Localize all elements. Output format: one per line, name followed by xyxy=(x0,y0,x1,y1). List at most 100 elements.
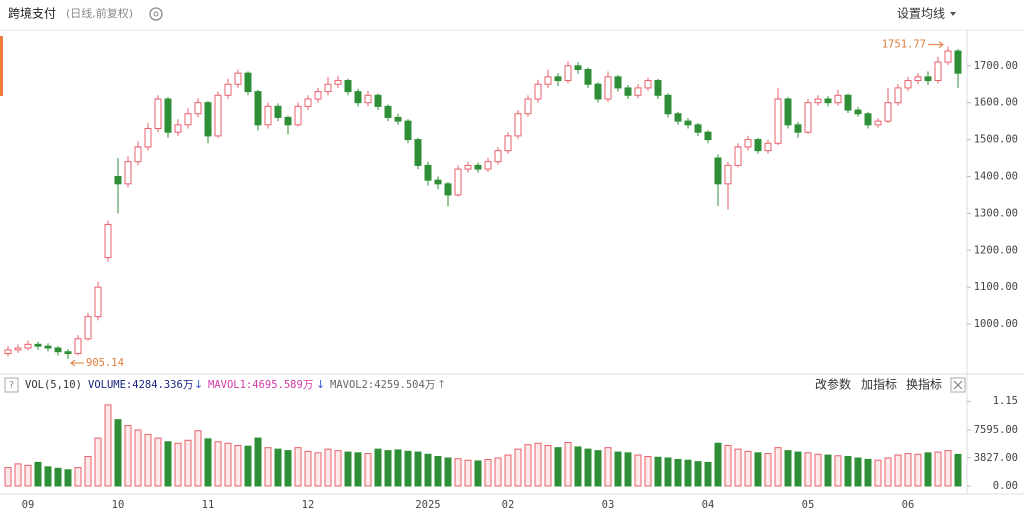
volume-bar xyxy=(174,442,182,487)
candle-body xyxy=(244,72,252,93)
x-tick-label: 11 xyxy=(202,499,215,511)
candle-body xyxy=(894,87,902,104)
candle-body xyxy=(24,343,32,349)
volume-bar xyxy=(654,456,662,487)
volume-bar xyxy=(634,454,642,487)
candle-body xyxy=(324,83,332,93)
volume-bar xyxy=(824,454,832,487)
candle-body xyxy=(654,80,662,96)
candle-body xyxy=(814,98,822,104)
candle-body xyxy=(734,146,742,166)
candle-body xyxy=(714,157,722,185)
volume-bar xyxy=(334,450,342,487)
volume-bar xyxy=(874,459,882,487)
volume-bar xyxy=(674,458,682,487)
volume-bar xyxy=(224,442,232,487)
volume-tick-label: 1.15 xyxy=(993,395,1018,407)
volume-bar xyxy=(704,461,712,487)
candle-body xyxy=(64,351,72,355)
volume-bar xyxy=(214,441,222,487)
candle-body xyxy=(144,128,152,148)
candle-body xyxy=(4,349,12,355)
candle-body xyxy=(344,80,352,93)
candle-body xyxy=(704,131,712,141)
volume-bar xyxy=(444,457,452,487)
down-arrow: ↓ xyxy=(316,378,325,391)
candle-body xyxy=(504,135,512,152)
candle-body xyxy=(174,124,182,133)
volume-bar xyxy=(124,425,132,487)
volume-bar xyxy=(74,467,82,487)
volume-bar xyxy=(544,444,552,487)
help-button[interactable]: ? xyxy=(4,377,19,393)
volume-bar xyxy=(464,459,472,487)
volume-bar xyxy=(44,466,52,487)
candle-body xyxy=(214,94,222,137)
candle-body xyxy=(234,72,242,85)
volume-bar xyxy=(854,457,862,487)
candle-body xyxy=(514,113,522,137)
candle-body xyxy=(834,94,842,104)
candle-body xyxy=(104,223,112,259)
candle-body xyxy=(874,120,882,126)
volume-bar xyxy=(894,454,902,487)
volume-bar xyxy=(314,452,322,487)
candle-body xyxy=(744,139,752,148)
candle-body xyxy=(224,83,232,96)
volume-bar xyxy=(534,442,542,487)
add-indicator[interactable]: 加指标 xyxy=(861,377,897,392)
candle-body xyxy=(274,105,282,118)
volume-bar xyxy=(624,452,632,487)
volume-bar xyxy=(14,463,22,487)
candle-body xyxy=(384,105,392,118)
y-tick-label: 1700.00 xyxy=(974,60,1018,72)
volume-bar xyxy=(694,461,702,487)
volume-bar xyxy=(104,404,112,487)
volume-bar xyxy=(274,448,282,487)
candle-body xyxy=(354,91,362,104)
candle-body xyxy=(614,76,622,89)
volume-bar xyxy=(844,456,852,487)
volume-bar xyxy=(764,453,772,487)
ma-button[interactable]: 设置均线 xyxy=(897,7,945,21)
candle-body xyxy=(44,345,52,349)
volume-bar xyxy=(294,447,302,487)
candle-body xyxy=(924,76,932,82)
candle-body xyxy=(824,98,832,104)
candle-body xyxy=(54,347,62,353)
candle-body xyxy=(764,142,772,152)
volume-bar xyxy=(524,444,532,487)
candle-body xyxy=(914,76,922,82)
settings-icon[interactable] xyxy=(149,7,163,21)
volume-bar xyxy=(614,451,622,487)
candle-body xyxy=(784,98,792,126)
volume-bar xyxy=(924,452,932,487)
volume-bar xyxy=(114,419,122,487)
accent-bar xyxy=(0,36,3,96)
close-button[interactable] xyxy=(950,377,966,393)
candle-body xyxy=(774,98,782,144)
volume-bar xyxy=(944,450,952,487)
volume-bar xyxy=(394,449,402,487)
edit-params[interactable]: 改参数 xyxy=(815,377,851,392)
candle-body xyxy=(454,168,462,196)
candle-body xyxy=(164,98,172,133)
volume-bar xyxy=(664,457,672,487)
mavol2-legend: MAVOL2:4259.504万 xyxy=(330,379,435,391)
candle-body xyxy=(444,183,452,196)
switch-indicator[interactable]: 换指标 xyxy=(906,377,942,392)
x-tick-label: 02 xyxy=(502,499,515,511)
volume-bar xyxy=(354,452,362,487)
candle-body xyxy=(154,98,162,130)
volume-bar xyxy=(344,451,352,487)
x-tick-label: 06 xyxy=(902,499,915,511)
volume-bar xyxy=(64,469,72,487)
volume-legend: VOLUME:4284.336万 xyxy=(88,379,193,391)
volume-bar xyxy=(604,447,612,487)
volume-bar xyxy=(884,457,892,487)
volume-bar xyxy=(264,447,272,487)
candle-body xyxy=(484,161,492,170)
max-annotation: 1751.77 xyxy=(882,39,926,51)
